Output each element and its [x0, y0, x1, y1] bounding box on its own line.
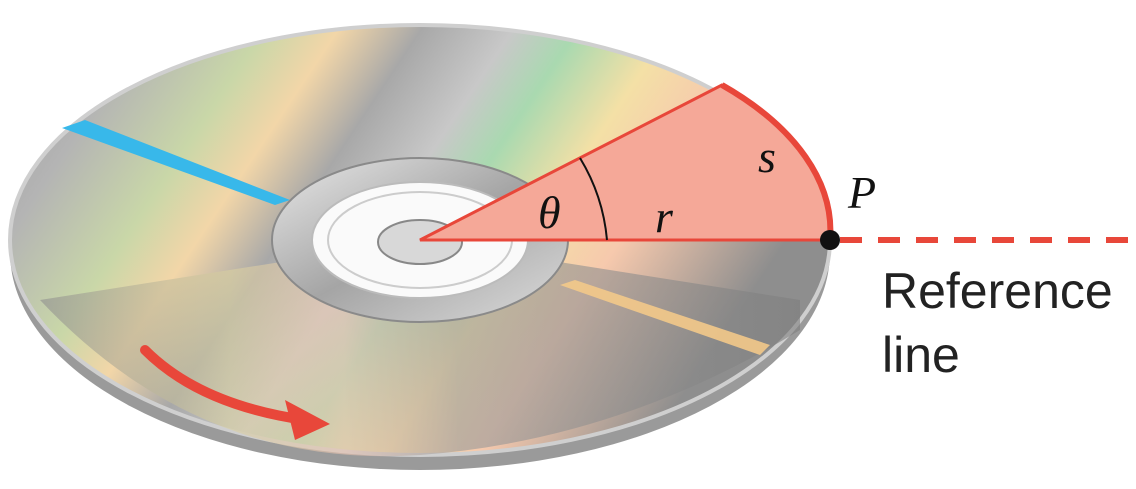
s-label: s: [758, 131, 776, 182]
rotation-arrow: [140, 345, 310, 425]
r-label: r: [655, 191, 674, 242]
theta-label: θ: [538, 187, 561, 238]
p-label: P: [847, 167, 876, 218]
arc-s: [720, 82, 834, 241]
disc-streak: [560, 280, 770, 355]
point-p: [820, 230, 840, 250]
disc-streak: [62, 120, 290, 205]
rotation-arrowhead: [285, 400, 330, 440]
reference-label: Reference: [882, 263, 1113, 319]
angle-arc: [579, 157, 608, 241]
reference-label: line: [882, 327, 960, 383]
